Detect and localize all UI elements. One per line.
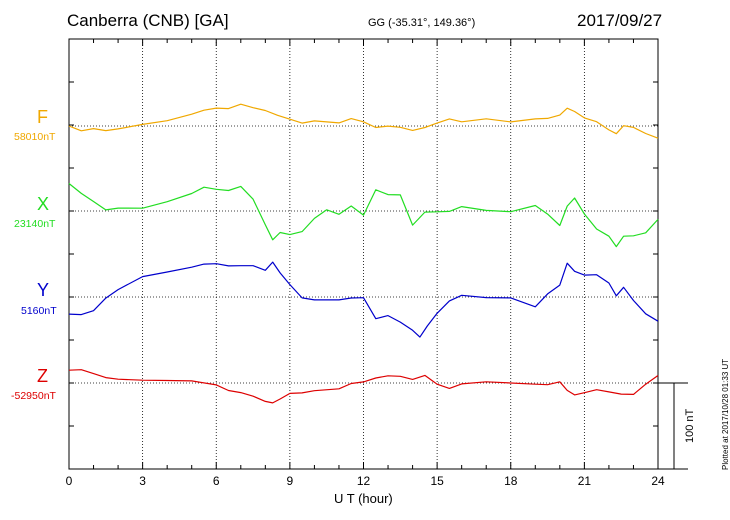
x-tick-label: 0 bbox=[66, 474, 73, 488]
tick-layer: 0 3 6 9 12 15 18 21 24 bbox=[66, 39, 665, 488]
x-tick-label: 6 bbox=[213, 474, 220, 488]
x-tick-label: 12 bbox=[357, 474, 371, 488]
series-layer bbox=[68, 103, 659, 404]
x-tick-label: 9 bbox=[287, 474, 294, 488]
x-tick-label: 21 bbox=[578, 474, 592, 488]
series-y-name: Y bbox=[37, 280, 50, 300]
x-tick-label: 15 bbox=[430, 474, 444, 488]
series-x-name: X bbox=[37, 194, 50, 214]
series-f-name: F bbox=[37, 107, 48, 127]
series-z-name: Z bbox=[37, 366, 48, 386]
grid-layer bbox=[69, 39, 658, 469]
geographic-coordinates: GG (-35.31°, 149.36°) bbox=[368, 17, 476, 29]
station-title: Canberra (CNB) [GA] bbox=[67, 11, 229, 30]
series-line-z bbox=[68, 369, 659, 404]
series-line-x bbox=[68, 183, 659, 248]
plot-frame bbox=[68, 38, 659, 470]
series-x-baseline: 23140nT bbox=[14, 218, 56, 230]
series-line-f bbox=[68, 103, 659, 139]
chart-date: 2017/09/27 bbox=[577, 11, 663, 30]
scale-bar-label: 100 nT bbox=[684, 408, 696, 443]
x-tick-label: 18 bbox=[504, 474, 518, 488]
x-tick-label: 24 bbox=[651, 474, 665, 488]
series-line-y bbox=[68, 261, 659, 338]
series-y-baseline: 5160nT bbox=[21, 305, 57, 317]
x-axis-label: U T (hour) bbox=[334, 491, 393, 506]
series-f-baseline: 58010nT bbox=[14, 131, 56, 143]
scale-bar: 100 nT bbox=[658, 382, 696, 470]
series-z-baseline: -52950nT bbox=[11, 390, 56, 402]
x-tick-label: 3 bbox=[139, 474, 146, 488]
